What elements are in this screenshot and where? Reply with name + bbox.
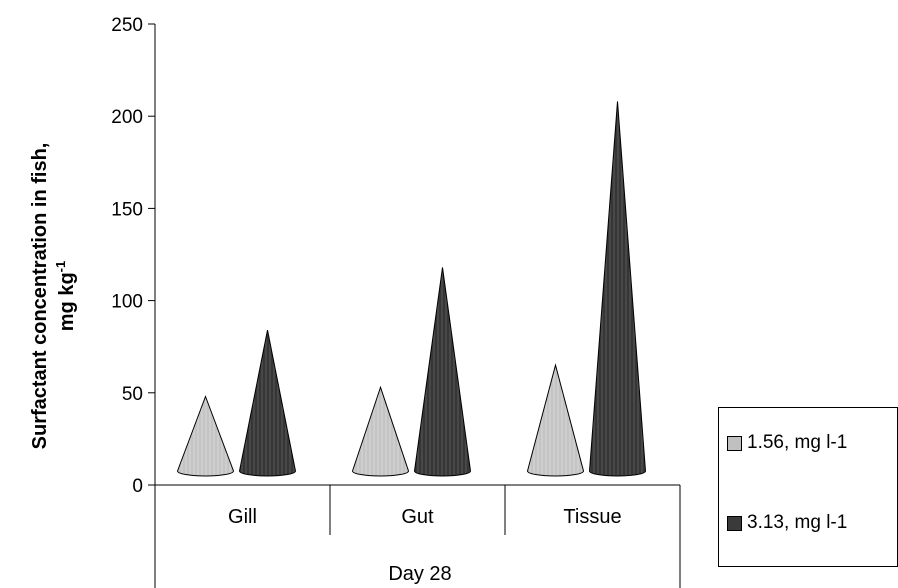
y-tick-label: 0 — [132, 476, 143, 497]
y-axis-title-superscript: -1 — [53, 261, 68, 273]
legend-item-series-1: 1.56, mg l-1 — [727, 432, 847, 454]
y-axis-title-line1: Surfactant concentration in fish, — [29, 143, 51, 450]
cone-tissue-series-2 — [588, 101, 647, 477]
cone-body — [588, 101, 647, 477]
cone-body — [238, 330, 297, 477]
legend-label-series-2: 3.13, mg l-1 — [747, 512, 848, 533]
cones — [176, 101, 647, 477]
cone-gill-series-1 — [176, 395, 235, 477]
svg-text:mg kg-1: mg kg-1 — [53, 261, 78, 331]
cone-body — [413, 267, 472, 477]
legend-swatch-series-2 — [727, 515, 742, 531]
y-tick-label: 200 — [111, 107, 143, 128]
category-labels: Gill Gut Tissue — [228, 506, 622, 528]
y-axis-title-line2: mg kg — [56, 272, 78, 331]
y-tick-label: 250 — [111, 15, 143, 36]
legend-label-series-1: 1.56, mg l-1 — [747, 432, 848, 453]
cone-body — [526, 363, 585, 477]
cone-gill-series-2 — [238, 330, 297, 477]
legend: 1.56, mg l-1 3.13, mg l-1 — [718, 407, 898, 567]
cone-body — [351, 385, 410, 477]
y-axis-title: Surfactant concentration in fish, mg kg-… — [29, 143, 78, 450]
cone-gut-series-2 — [413, 267, 472, 477]
legend-swatch-series-1 — [727, 435, 742, 451]
cone-gut-series-1 — [351, 385, 410, 477]
y-tick-label: 150 — [111, 199, 143, 220]
y-ticks: 0 50 100 150 200 250 — [111, 15, 155, 497]
y-tick-label: 50 — [122, 384, 143, 405]
group-label-day: Day 28 — [388, 563, 451, 585]
legend-item-series-2: 3.13, mg l-1 — [727, 512, 847, 534]
category-label-gill: Gill — [228, 506, 257, 528]
y-tick-label: 100 — [111, 292, 143, 313]
category-label-gut: Gut — [401, 506, 434, 528]
axes — [154, 24, 681, 588]
category-label-tissue: Tissue — [563, 506, 621, 528]
cone-tissue-series-1 — [526, 363, 585, 477]
svg-text:Surfactant concentration in fi: Surfactant concentration in fish, — [29, 143, 51, 450]
cone-body — [176, 395, 235, 477]
